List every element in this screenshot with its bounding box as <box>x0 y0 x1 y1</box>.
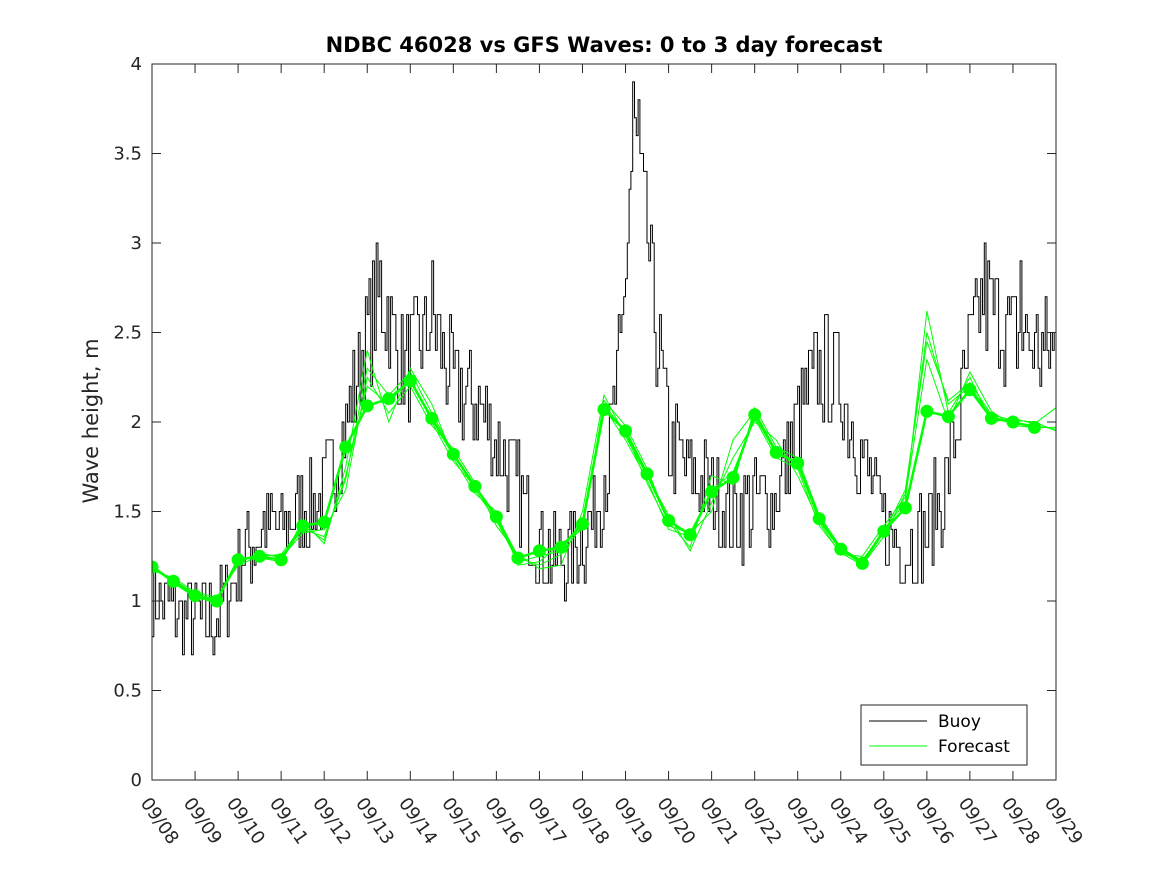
forecast-point <box>726 471 740 484</box>
forecast-point <box>489 510 503 524</box>
forecast-point <box>769 445 783 459</box>
forecast-member-line-3 <box>152 359 1056 602</box>
forecast-point <box>662 514 676 527</box>
legend: Buoy Forecast <box>860 704 1028 766</box>
forecast-point <box>941 410 955 424</box>
forecast-point <box>834 542 848 556</box>
y-tick-label: 0 <box>131 770 142 791</box>
y-tick-label: 3 <box>131 233 142 254</box>
y-tick-label: 4 <box>131 54 142 75</box>
forecast-point <box>210 594 224 608</box>
legend-entry-buoy: Buoy <box>938 712 981 732</box>
forecast-point <box>425 411 439 425</box>
forecast-point <box>576 517 589 531</box>
forecast-point <box>554 540 568 554</box>
forecast-point <box>446 447 460 461</box>
y-axis-label: Wave height, m <box>79 338 103 503</box>
forecast-point <box>597 403 611 416</box>
y-tick-label: 2.5 <box>113 323 142 344</box>
legend-entry-forecast: Forecast <box>938 737 1010 757</box>
forecast-point <box>640 467 654 481</box>
forecast-point <box>188 589 202 603</box>
legend-box <box>860 704 1028 766</box>
forecast-point <box>748 408 762 422</box>
y-tick-label: 3.5 <box>113 144 142 165</box>
y-tick-label: 1.5 <box>113 502 142 523</box>
forecast-point <box>253 549 267 563</box>
y-tick-label: 0.5 <box>113 681 142 702</box>
forecast-point <box>403 374 417 388</box>
forecast-point <box>1028 420 1041 434</box>
forecast-series <box>152 310 1056 608</box>
buoy-line <box>152 81 1056 656</box>
forecast-point <box>360 399 374 413</box>
forecast-point <box>468 479 482 493</box>
forecast-point <box>791 456 805 470</box>
forecast-point <box>339 440 353 454</box>
forecast-point <box>877 524 891 538</box>
forecast-point <box>984 411 998 425</box>
forecast-point <box>296 519 310 533</box>
forecast-point <box>532 544 546 558</box>
forecast-point <box>511 551 525 565</box>
forecast-point <box>152 560 159 574</box>
forecast-point <box>920 404 934 418</box>
forecast-point <box>274 553 288 567</box>
y-tick-label: 2 <box>131 412 142 433</box>
forecast-point <box>382 392 396 406</box>
forecast-point <box>963 383 977 397</box>
forecast-point <box>231 553 245 567</box>
forecast-point <box>898 501 912 515</box>
forecast-point <box>167 574 180 588</box>
forecast-point <box>812 512 826 526</box>
forecast-point <box>619 424 632 438</box>
chart-title: NDBC 46028 vs GFS Waves: 0 to 3 day fore… <box>326 33 883 57</box>
forecast-point <box>1006 415 1020 429</box>
y-tick-label: 1 <box>131 591 142 612</box>
forecast-point <box>317 515 331 529</box>
forecast-point <box>683 528 697 542</box>
forecast-point <box>855 556 869 570</box>
buoy-series <box>152 81 1056 656</box>
forecast-point <box>705 485 719 499</box>
